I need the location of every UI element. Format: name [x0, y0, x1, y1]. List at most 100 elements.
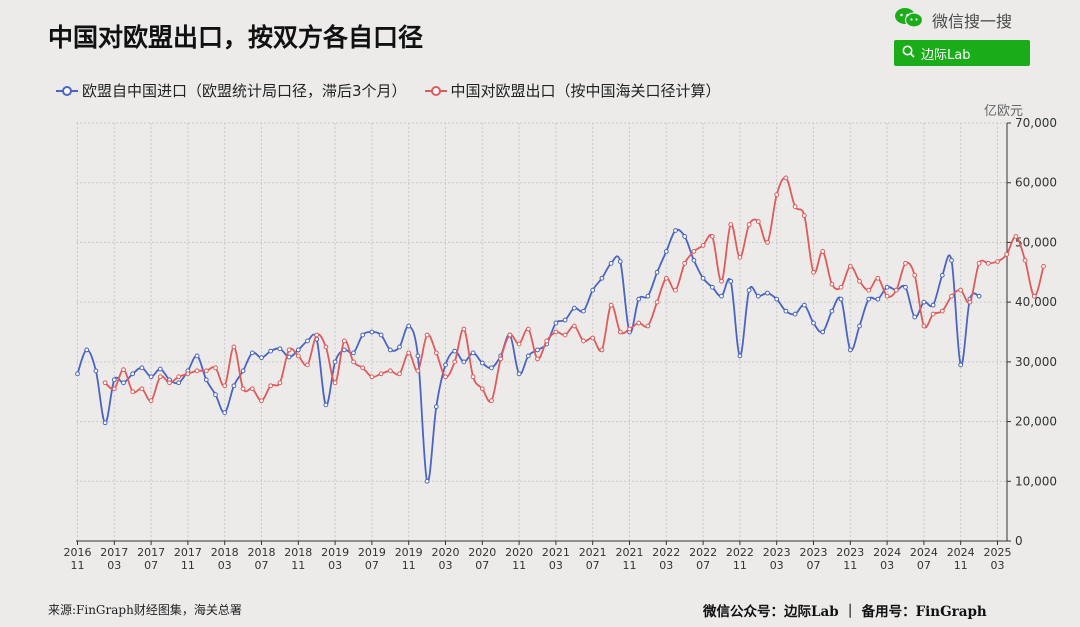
series-point-1 [811, 269, 816, 275]
series-point-1 [213, 365, 218, 371]
series-point-1 [544, 338, 550, 344]
series-point-1 [341, 338, 347, 344]
search-box[interactable]: 边际Lab [894, 40, 1030, 66]
series-point-1 [737, 254, 743, 260]
series-point-0 [636, 296, 642, 302]
series-point-1 [673, 287, 678, 293]
series-point-0 [443, 362, 448, 368]
series-point-1 [185, 371, 191, 377]
y-tick-label: 20,000 [1015, 415, 1057, 429]
series-point-1 [691, 248, 697, 254]
x-tick-label-year: 2024 [873, 546, 901, 559]
series-point-1 [277, 380, 283, 386]
series-point-0 [203, 377, 209, 383]
series-point-1 [222, 383, 228, 389]
x-tick-label-month: 03 [991, 559, 1005, 572]
series-point-0 [516, 371, 522, 377]
series-point-0 [811, 320, 816, 326]
y-tick-label: 10,000 [1015, 474, 1057, 488]
series-point-1 [323, 344, 329, 350]
series-point-1 [332, 380, 338, 386]
x-tick-label-year: 2025 [984, 546, 1012, 559]
series-point-1 [231, 344, 237, 350]
series-point-0 [397, 344, 402, 350]
series-point-0 [75, 371, 80, 377]
wechat-search-widget: 微信搜一搜 边际Lab [894, 8, 1044, 66]
series-point-0 [369, 329, 375, 335]
x-tick-label-year: 2023 [763, 546, 791, 559]
series-line-1 [104, 176, 1045, 403]
series-point-0 [222, 410, 228, 416]
x-tick-label-year: 2018 [248, 546, 276, 559]
series-point-1 [884, 293, 890, 299]
series-point-1 [470, 374, 476, 380]
x-tick-label-month: 03 [218, 559, 232, 572]
series-point-1 [268, 383, 274, 389]
series-point-0 [728, 278, 734, 284]
x-tick-label-year: 2022 [652, 546, 680, 559]
series-point-1 [995, 259, 1000, 264]
x-tick-label-year: 2020 [432, 546, 460, 559]
series-point-1 [636, 320, 642, 326]
y-tick-label: 50,000 [1015, 235, 1057, 249]
legend-item-china-export[interactable]: 中国对欧盟出口（按中国海关口径计算） [424, 80, 721, 101]
x-tick-label-year: 2023 [836, 546, 864, 559]
series-point-1 [663, 275, 669, 281]
series-point-0 [102, 420, 108, 426]
series-point-1 [949, 293, 954, 299]
series-point-1 [516, 341, 522, 347]
x-tick-label-year: 2021 [579, 546, 607, 559]
series-point-0 [360, 332, 366, 338]
x-tick-label-year: 2016 [64, 546, 92, 559]
series-point-0 [240, 368, 246, 374]
series-point-1 [617, 329, 623, 335]
series-point-1 [479, 386, 485, 392]
series-point-1 [1022, 257, 1028, 263]
x-tick-label-month: 07 [807, 559, 821, 572]
x-tick-label-year: 2022 [726, 546, 754, 559]
series-point-1 [829, 281, 835, 287]
series-point-0 [130, 371, 136, 377]
x-tick-label-year: 2019 [395, 546, 423, 559]
series-point-0 [746, 287, 752, 293]
series-point-1 [985, 260, 991, 266]
series-point-1 [111, 386, 117, 392]
x-tick-label-year: 2023 [800, 546, 828, 559]
series-point-0 [663, 248, 669, 254]
series-point-1 [755, 219, 761, 224]
search-text: 边际Lab [921, 47, 971, 63]
series-point-0 [976, 293, 982, 299]
series-point-1 [728, 222, 734, 227]
series-point-0 [866, 296, 872, 302]
x-tick-label-year: 2022 [689, 546, 717, 559]
legend-label-china-export: 中国对欧盟出口（按中国海关口径计算） [450, 82, 721, 100]
series-point-0 [479, 360, 485, 366]
series-point-0 [700, 275, 706, 281]
legend-item-eu-import[interactable]: 欧盟自中国进口（欧盟统计局口径，滞后3个月） [56, 80, 407, 101]
legend-label-eu-import: 欧盟自中国进口（欧盟统计局口径，滞后3个月） [82, 82, 407, 100]
search-icon [902, 45, 921, 62]
x-tick-label-month: 07 [917, 559, 931, 572]
series-point-0 [755, 293, 761, 299]
series-point-0 [489, 365, 494, 371]
series-point-1 [921, 323, 927, 329]
series-point-0 [599, 275, 605, 281]
series-point-1 [176, 374, 182, 380]
series-point-1 [746, 222, 752, 227]
series-point-1 [397, 371, 402, 377]
series-point-1 [489, 398, 494, 404]
x-tick-label-month: 03 [770, 559, 784, 572]
series-point-0 [562, 317, 568, 323]
series-point-0 [259, 355, 264, 361]
series-point-0 [958, 362, 964, 368]
series-point-1 [820, 248, 826, 254]
y-tick-label: 70,000 [1015, 116, 1057, 130]
series-point-0 [157, 366, 163, 372]
wechat-search-label: 微信搜一搜 [932, 12, 1013, 31]
x-tick-label-month: 07 [144, 559, 158, 572]
legend-marker-china-export [424, 85, 447, 96]
series-point-1 [562, 332, 568, 338]
series-point-1 [774, 192, 780, 198]
series-point-1 [102, 380, 108, 386]
series-point-1 [709, 234, 715, 239]
